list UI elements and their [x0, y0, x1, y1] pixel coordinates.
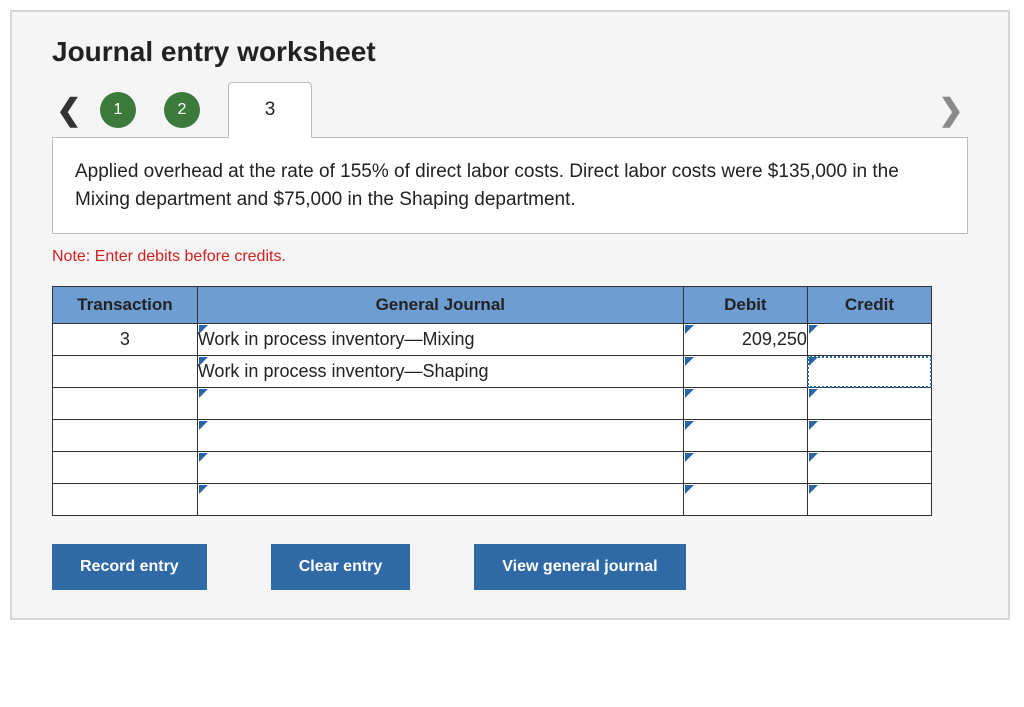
next-icon[interactable]: ❯ — [934, 93, 968, 128]
dropdown-indicator-icon — [199, 453, 208, 462]
clear-entry-button[interactable]: Clear entry — [271, 544, 411, 590]
cell-transaction[interactable] — [53, 388, 198, 420]
prev-icon[interactable]: ❮ — [52, 93, 86, 128]
prompt-panel: Applied overhead at the rate of 155% of … — [52, 137, 968, 234]
cell-credit[interactable] — [807, 484, 931, 516]
header-journal: General Journal — [197, 287, 683, 324]
button-row: Record entry Clear entry View general jo… — [52, 544, 932, 590]
table-row: Work in process inventory—Shaping — [53, 356, 932, 388]
header-credit: Credit — [807, 287, 931, 324]
cell-general-journal-value: Work in process inventory—Mixing — [198, 329, 475, 349]
cell-debit[interactable] — [683, 356, 807, 388]
cell-credit[interactable] — [807, 356, 931, 388]
dropdown-indicator-icon — [809, 421, 818, 430]
dropdown-indicator-icon — [809, 389, 818, 398]
cell-debit[interactable] — [683, 420, 807, 452]
dropdown-indicator-icon — [809, 453, 818, 462]
cell-transaction[interactable] — [53, 452, 198, 484]
cell-credit[interactable] — [807, 420, 931, 452]
cell-general-journal-value: Work in process inventory—Shaping — [198, 361, 489, 381]
step-1[interactable]: 1 — [100, 92, 136, 128]
cell-credit[interactable] — [807, 388, 931, 420]
dropdown-indicator-icon — [199, 421, 208, 430]
cell-transaction[interactable] — [53, 420, 198, 452]
dropdown-indicator-icon — [685, 421, 694, 430]
cell-general-journal[interactable] — [197, 484, 683, 516]
dropdown-indicator-icon — [199, 485, 208, 494]
header-transaction: Transaction — [53, 287, 198, 324]
table-row — [53, 388, 932, 420]
dropdown-indicator-icon — [199, 357, 208, 366]
dropdown-indicator-icon — [685, 389, 694, 398]
worksheet-panel: Journal entry worksheet ❮ 1 2 3 ❯ Applie… — [10, 10, 1010, 620]
table-row — [53, 420, 932, 452]
cell-debit-value: 209,250 — [742, 329, 807, 349]
cell-transaction[interactable]: 3 — [53, 324, 198, 356]
cell-general-journal[interactable] — [197, 388, 683, 420]
cell-transaction[interactable] — [53, 484, 198, 516]
table-row: 3Work in process inventory—Mixing 209,250 — [53, 324, 932, 356]
dropdown-indicator-icon — [685, 485, 694, 494]
cell-general-journal[interactable]: Work in process inventory—Mixing — [197, 324, 683, 356]
cell-debit[interactable] — [683, 452, 807, 484]
table-row — [53, 452, 932, 484]
record-entry-button[interactable]: Record entry — [52, 544, 207, 590]
dropdown-indicator-icon — [685, 325, 694, 334]
cell-debit[interactable]: 209,250 — [683, 324, 807, 356]
step-3-active-tab[interactable]: 3 — [228, 82, 312, 138]
cell-general-journal[interactable]: Work in process inventory—Shaping — [197, 356, 683, 388]
cell-general-journal[interactable] — [197, 420, 683, 452]
cell-debit[interactable] — [683, 484, 807, 516]
header-debit: Debit — [683, 287, 807, 324]
cell-general-journal[interactable] — [197, 452, 683, 484]
view-general-journal-button[interactable]: View general journal — [474, 544, 685, 590]
table-row — [53, 484, 932, 516]
dropdown-indicator-icon — [199, 325, 208, 334]
dropdown-indicator-icon — [809, 357, 818, 366]
step-nav: ❮ 1 2 3 ❯ — [52, 82, 968, 138]
note-text: Note: Enter debits before credits. — [52, 248, 968, 266]
dropdown-indicator-icon — [199, 389, 208, 398]
cell-credit[interactable] — [807, 452, 931, 484]
cell-transaction[interactable] — [53, 356, 198, 388]
cell-credit[interactable] — [807, 324, 931, 356]
dropdown-indicator-icon — [809, 485, 818, 494]
journal-table: Transaction General Journal Debit Credit… — [52, 286, 932, 516]
dropdown-indicator-icon — [685, 357, 694, 366]
cell-debit[interactable] — [683, 388, 807, 420]
step-2[interactable]: 2 — [164, 92, 200, 128]
dropdown-indicator-icon — [685, 453, 694, 462]
prompt-text: Applied overhead at the rate of 155% of … — [75, 161, 899, 210]
page-title: Journal entry worksheet — [52, 36, 968, 68]
dropdown-indicator-icon — [809, 325, 818, 334]
